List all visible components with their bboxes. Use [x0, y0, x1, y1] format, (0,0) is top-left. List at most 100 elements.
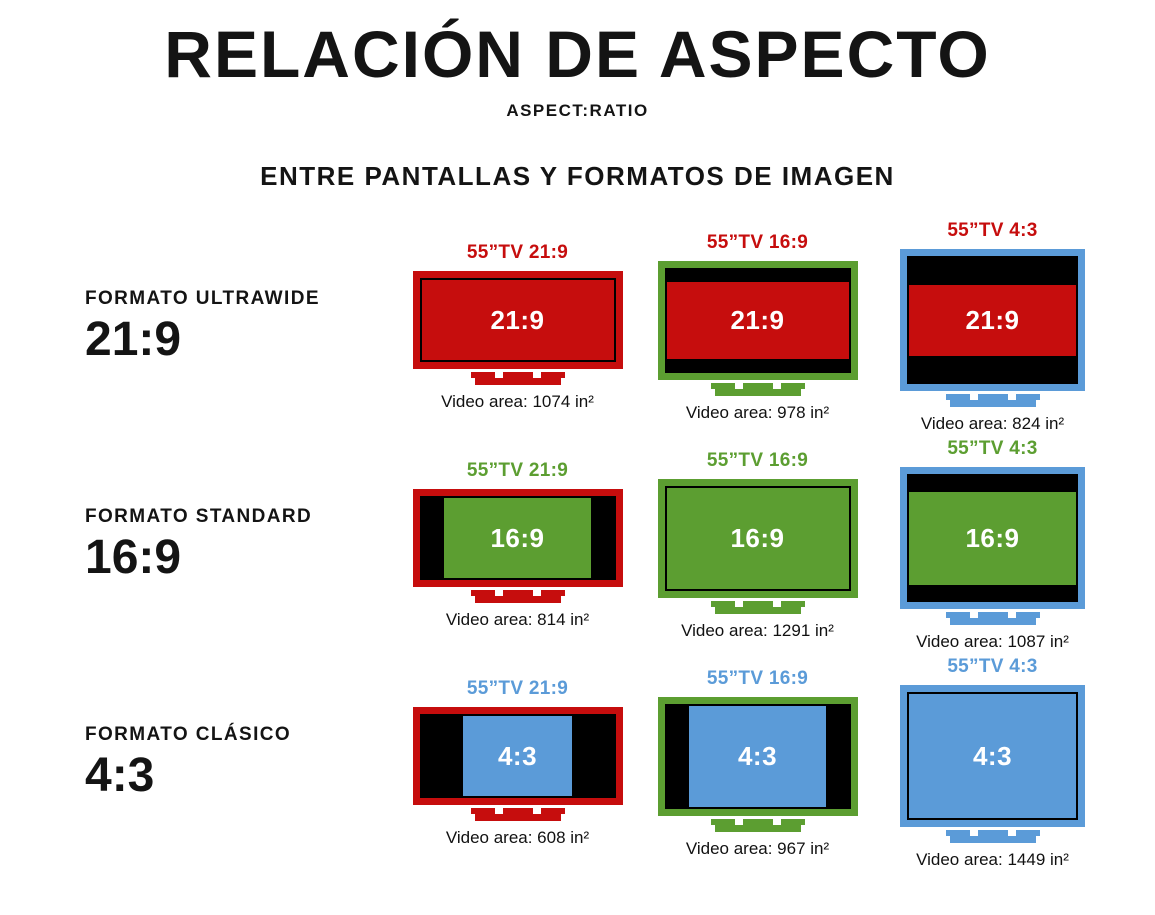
tv-size-label: 55”TV 21:9 — [466, 678, 569, 700]
stand-neck — [742, 818, 773, 825]
tv-screen: 21:9 — [907, 256, 1078, 385]
stand-wing — [1015, 830, 1040, 837]
video-area-label: Video area: 1291 in² — [681, 620, 834, 640]
stand-top — [470, 808, 565, 815]
tv-frame: 4:3 — [657, 696, 858, 816]
stand-wing — [1015, 612, 1040, 619]
stand-base — [714, 824, 801, 832]
tv-frame: 21:9 — [657, 260, 858, 380]
video-content-area: 4:3 — [689, 705, 826, 807]
screen-inner: 16:9 — [909, 476, 1076, 600]
tv-diagram-2199-content-on-43-tv: 55”TV 4:3 21:9 Video area: 824 in² — [870, 218, 1115, 436]
video-area-label: Video area: 1087 in² — [916, 632, 1069, 652]
stand-neck — [742, 382, 773, 389]
stand-wing — [710, 818, 735, 825]
tv-stand — [710, 600, 805, 614]
tv-size-label: 55”TV 4:3 — [947, 656, 1038, 678]
content-ratio-label: 16:9 — [490, 522, 545, 553]
tv-screen: 16:9 — [907, 474, 1078, 603]
video-content-area: 21:9 — [421, 280, 614, 361]
video-content-area: 16:9 — [909, 491, 1076, 585]
stand-wing — [470, 372, 495, 379]
stand-wing — [540, 590, 565, 597]
stand-wing — [540, 808, 565, 815]
tv-frame: 21:9 — [412, 271, 623, 370]
stand-wing — [945, 394, 970, 401]
stand-wing — [945, 830, 970, 837]
format-name: FORMATO STANDARD — [85, 505, 313, 527]
screen-inner: 16:9 — [422, 498, 614, 579]
content-ratio-label: 4:3 — [497, 740, 538, 771]
video-area-label: Video area: 814 in² — [445, 610, 590, 630]
tv-stand — [710, 382, 805, 396]
stand-wing — [710, 600, 735, 607]
video-area-label: Video area: 967 in² — [685, 838, 830, 858]
tv-diagram-169-content-on-2199-tv: 55”TV 21:9 16:9 Video area: 814 in² — [390, 436, 645, 654]
stand-wing — [780, 382, 805, 389]
tv-screen: 4:3 — [664, 703, 851, 809]
tv-diagram-43-content-on-2199-tv: 55”TV 21:9 4:3 Video area: 608 in² — [390, 654, 645, 872]
format-name: FORMATO ULTRAWIDE — [85, 287, 320, 309]
tv-stand — [470, 808, 565, 822]
tv-diagram-43-content-on-169-tv: 55”TV 16:9 4:3 Video area: 967 in² — [645, 654, 870, 872]
stand-base — [949, 836, 1036, 844]
tv-frame: 4:3 — [412, 707, 623, 806]
tv-diagram-169-content-on-43-tv: 55”TV 4:3 16:9 Video area: 1087 in² — [870, 436, 1115, 654]
tv-diagram-2199-content-on-2199-tv: 55”TV 21:9 21:9 Video area: 1074 in² — [390, 218, 645, 436]
stand-top — [710, 382, 805, 389]
content-ratio-label: 16:9 — [730, 522, 785, 553]
stand-base — [474, 814, 561, 822]
tv-size-label: 55”TV 16:9 — [706, 231, 809, 253]
tv-stand — [945, 612, 1040, 626]
tv-size-label: 55”TV 4:3 — [947, 438, 1038, 460]
stand-neck — [502, 808, 533, 815]
format-ratio: 4:3 — [85, 748, 155, 802]
tv-diagram-43-content-on-43-tv: 55”TV 4:3 4:3 Video area: 1449 in² — [870, 654, 1115, 872]
stand-neck — [742, 600, 773, 607]
tv-diagram-169-content-on-169-tv: 55”TV 16:9 16:9 Video area: 1291 in² — [645, 436, 870, 654]
video-area-label: Video area: 1449 in² — [916, 850, 1069, 870]
stand-neck — [977, 830, 1008, 837]
stand-wing — [780, 600, 805, 607]
stand-wing — [470, 590, 495, 597]
stand-top — [945, 830, 1040, 837]
screen-inner: 16:9 — [666, 487, 849, 589]
video-content-area: 4:3 — [909, 694, 1076, 819]
stand-wing — [710, 382, 735, 389]
comparison-grid: FORMATO ULTRAWIDE 21:9 55”TV 21:9 21:9 V… — [60, 218, 1155, 872]
tv-frame: 4:3 — [900, 685, 1085, 828]
screen-inner: 4:3 — [909, 694, 1076, 819]
stand-neck — [502, 590, 533, 597]
page-tagline: ENTRE PANTALLAS Y FORMATOS DE IMAGEN — [260, 161, 895, 192]
stand-neck — [977, 394, 1008, 401]
tv-size-label: 55”TV 4:3 — [947, 220, 1038, 242]
format-ratio: 21:9 — [85, 312, 182, 366]
stand-wing — [1015, 394, 1040, 401]
content-ratio-label: 16:9 — [965, 522, 1020, 553]
video-area-label: Video area: 608 in² — [445, 828, 590, 848]
stand-base — [714, 606, 801, 614]
stand-wing — [470, 808, 495, 815]
video-area-label: Video area: 1074 in² — [441, 392, 594, 412]
stand-top — [710, 600, 805, 607]
stand-wing — [540, 372, 565, 379]
tv-stand — [470, 372, 565, 386]
format-row-label-ultrawide: FORMATO ULTRAWIDE 21:9 — [60, 218, 390, 436]
content-ratio-label: 21:9 — [490, 304, 545, 335]
stand-top — [945, 612, 1040, 619]
format-row-label-clasico: FORMATO CLÁSICO 4:3 — [60, 654, 390, 872]
stand-neck — [977, 612, 1008, 619]
tv-size-label: 55”TV 21:9 — [466, 460, 569, 482]
tv-screen: 16:9 — [419, 496, 616, 581]
content-ratio-label: 4:3 — [737, 740, 778, 771]
stand-top — [470, 590, 565, 597]
tv-diagram-2199-content-on-169-tv: 55”TV 16:9 21:9 Video area: 978 in² — [645, 218, 870, 436]
format-ratio: 16:9 — [85, 530, 182, 584]
stand-base — [714, 388, 801, 396]
stand-neck — [502, 372, 533, 379]
page-title: RELACIÓN DE ASPECTO — [164, 17, 991, 91]
tv-stand — [710, 818, 805, 832]
tv-frame: 21:9 — [900, 249, 1085, 392]
stand-wing — [945, 612, 970, 619]
